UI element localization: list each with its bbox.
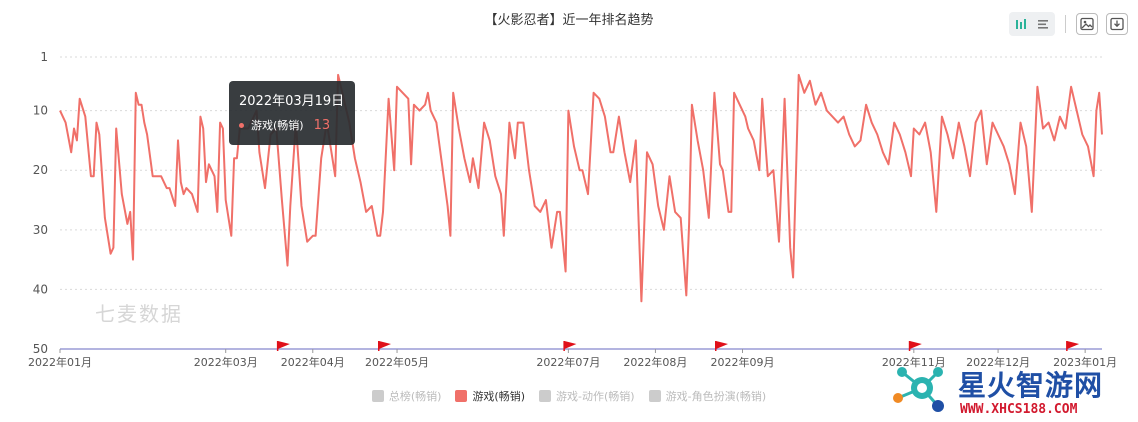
event-flag-icon bbox=[378, 341, 391, 351]
x-tick-label: 2022年03月 bbox=[194, 355, 258, 369]
event-flag-icon bbox=[563, 341, 577, 351]
event-flag-icon bbox=[908, 341, 922, 351]
legend-item-rpg[interactable]: 游戏-角色扮演(畅销) bbox=[648, 388, 767, 404]
legend-swatch bbox=[539, 390, 552, 402]
brand-url: WWW.XHCS188.COM bbox=[960, 402, 1078, 417]
legend-swatch bbox=[455, 390, 468, 402]
chart-tooltip: 2022年03月19日 游戏(畅销) 13 bbox=[229, 81, 355, 145]
chart-toolbar bbox=[1009, 12, 1128, 36]
toolbar-divider bbox=[1065, 15, 1066, 33]
x-tick-label: 2023年01月 bbox=[1053, 355, 1117, 369]
x-tick-label: 2022年01月 bbox=[28, 355, 92, 369]
y-tick-label: 50 bbox=[33, 342, 48, 356]
x-tick-label: 2022年05月 bbox=[365, 355, 429, 369]
x-tick-label: 2022年04月 bbox=[281, 355, 345, 369]
brand-logo-icon bbox=[893, 367, 944, 412]
legend-label: 总榜(畅销) bbox=[388, 390, 442, 403]
event-flag-icon bbox=[1066, 341, 1080, 351]
x-tick-label: 2022年08月 bbox=[623, 355, 687, 369]
event-flag-icon bbox=[276, 341, 290, 351]
tooltip-value: 13 bbox=[313, 117, 331, 133]
y-tick-label: 1 bbox=[40, 50, 48, 64]
legend-label: 游戏(畅销) bbox=[472, 390, 526, 403]
brand-name: 星火智游网 bbox=[958, 369, 1104, 402]
legend-item-games[interactable]: 游戏(畅销) bbox=[455, 388, 525, 404]
y-tick-label: 10 bbox=[33, 104, 48, 118]
y-tick-label: 40 bbox=[33, 282, 48, 296]
legend-label: 游戏-动作(畅销) bbox=[556, 390, 635, 403]
chart-legend: 总榜(畅销) 游戏(畅销) 游戏-动作(畅销) 游戏-角色扮演(畅销) bbox=[0, 388, 1138, 404]
tooltip-series-dot bbox=[239, 122, 244, 128]
legend-item-action[interactable]: 游戏-动作(畅销) bbox=[539, 388, 635, 404]
site-brand: 星火智游网 WWW.XHCS188.COM bbox=[888, 358, 1138, 422]
series-line bbox=[59, 73, 1103, 303]
legend-swatch bbox=[648, 390, 661, 402]
view-toggle bbox=[1009, 12, 1055, 36]
x-tick-label: 2022年07月 bbox=[536, 355, 600, 369]
tooltip-series-name: 游戏(畅销) bbox=[251, 119, 304, 132]
x-tick-label: 2022年12月 bbox=[966, 355, 1030, 369]
bar-chart-icon[interactable] bbox=[1010, 13, 1032, 35]
watermark-text: 七麦数据 bbox=[95, 302, 183, 326]
x-tick-label: 2022年11月 bbox=[882, 355, 946, 369]
y-tick-label: 20 bbox=[33, 163, 48, 177]
tooltip-date: 2022年03月19日 bbox=[239, 94, 345, 109]
y-tick-label: 30 bbox=[33, 223, 48, 237]
download-icon[interactable] bbox=[1106, 13, 1128, 35]
legend-label: 游戏-角色扮演(畅销) bbox=[665, 390, 767, 403]
image-icon[interactable] bbox=[1076, 13, 1098, 35]
event-flag-icon bbox=[715, 341, 728, 351]
list-icon[interactable] bbox=[1032, 13, 1054, 35]
x-tick-label: 2022年09月 bbox=[710, 355, 774, 369]
legend-item-overall[interactable]: 总榜(畅销) bbox=[371, 388, 442, 404]
chart-title: 【火影忍者】近一年排名趋势 bbox=[484, 13, 654, 28]
legend-swatch bbox=[371, 390, 384, 402]
